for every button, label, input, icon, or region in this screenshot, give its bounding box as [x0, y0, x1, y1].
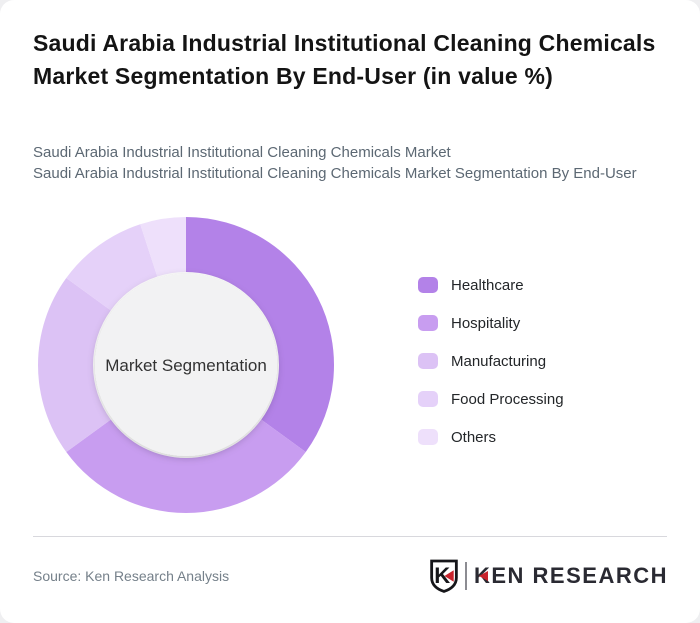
legend-item-hospitality[interactable]: Hospitality	[418, 314, 564, 332]
legend-label: Hospitality	[451, 314, 521, 332]
legend-swatch-icon	[418, 277, 438, 293]
legend-label: Others	[451, 428, 497, 446]
legend-label: Manufacturing	[451, 352, 547, 370]
legend-swatch-icon	[418, 353, 438, 369]
legend-label: Healthcare	[451, 276, 524, 294]
page-title: Saudi Arabia Industrial Institutional Cl…	[33, 30, 656, 89]
footer-divider	[33, 536, 667, 537]
legend-swatch-icon	[418, 315, 438, 331]
donut-slice-manufacturing[interactable]	[38, 278, 111, 452]
donut-slice-healthcare[interactable]	[186, 217, 334, 452]
donut-slice-others[interactable]	[140, 217, 186, 277]
legend-item-healthcare[interactable]: Healthcare	[418, 276, 564, 294]
legend-swatch-icon	[418, 391, 438, 407]
ken-research-logo: K KEN RESEARCH	[429, 556, 668, 596]
subtitle: Saudi Arabia Industrial Institutional Cl…	[33, 142, 683, 184]
legend-item-others[interactable]: Others	[418, 428, 564, 446]
logo-divider-bar	[464, 562, 467, 590]
svg-text:K: K	[434, 563, 450, 588]
donut-center-label: Market Segmentation	[105, 356, 267, 375]
ken-research-shield-icon: K	[430, 559, 458, 593]
legend: Healthcare Hospitality Manufacturing Food P…	[418, 277, 564, 467]
legend-label: Food Processing	[451, 390, 564, 408]
donut-inner-circle	[95, 274, 277, 456]
donut-chart: Market Segmentation	[36, 215, 336, 515]
legend-swatch-icon	[418, 429, 438, 445]
donut-slice-hospitality[interactable]	[66, 419, 306, 513]
subtitle-line-2: Saudi Arabia Industrial Institutional Cl…	[33, 165, 637, 182]
logo-k-triangle-icon	[478, 571, 488, 581]
donut-chart-svg: Market Segmentation	[38, 217, 334, 513]
donut-slice-food-processing[interactable]	[66, 224, 158, 311]
logo-text: KEN RESEARCH	[474, 563, 668, 589]
legend-item-manufacturing[interactable]: Manufacturing	[418, 352, 564, 370]
legend-item-food-processing[interactable]: Food Processing	[418, 390, 564, 408]
logo-wordmark: KEN RESEARCH	[473, 563, 668, 588]
source-text: Source: Ken Research Analysis	[33, 568, 230, 584]
subtitle-line-1: Saudi Arabia Industrial Institutional Cl…	[33, 144, 451, 161]
